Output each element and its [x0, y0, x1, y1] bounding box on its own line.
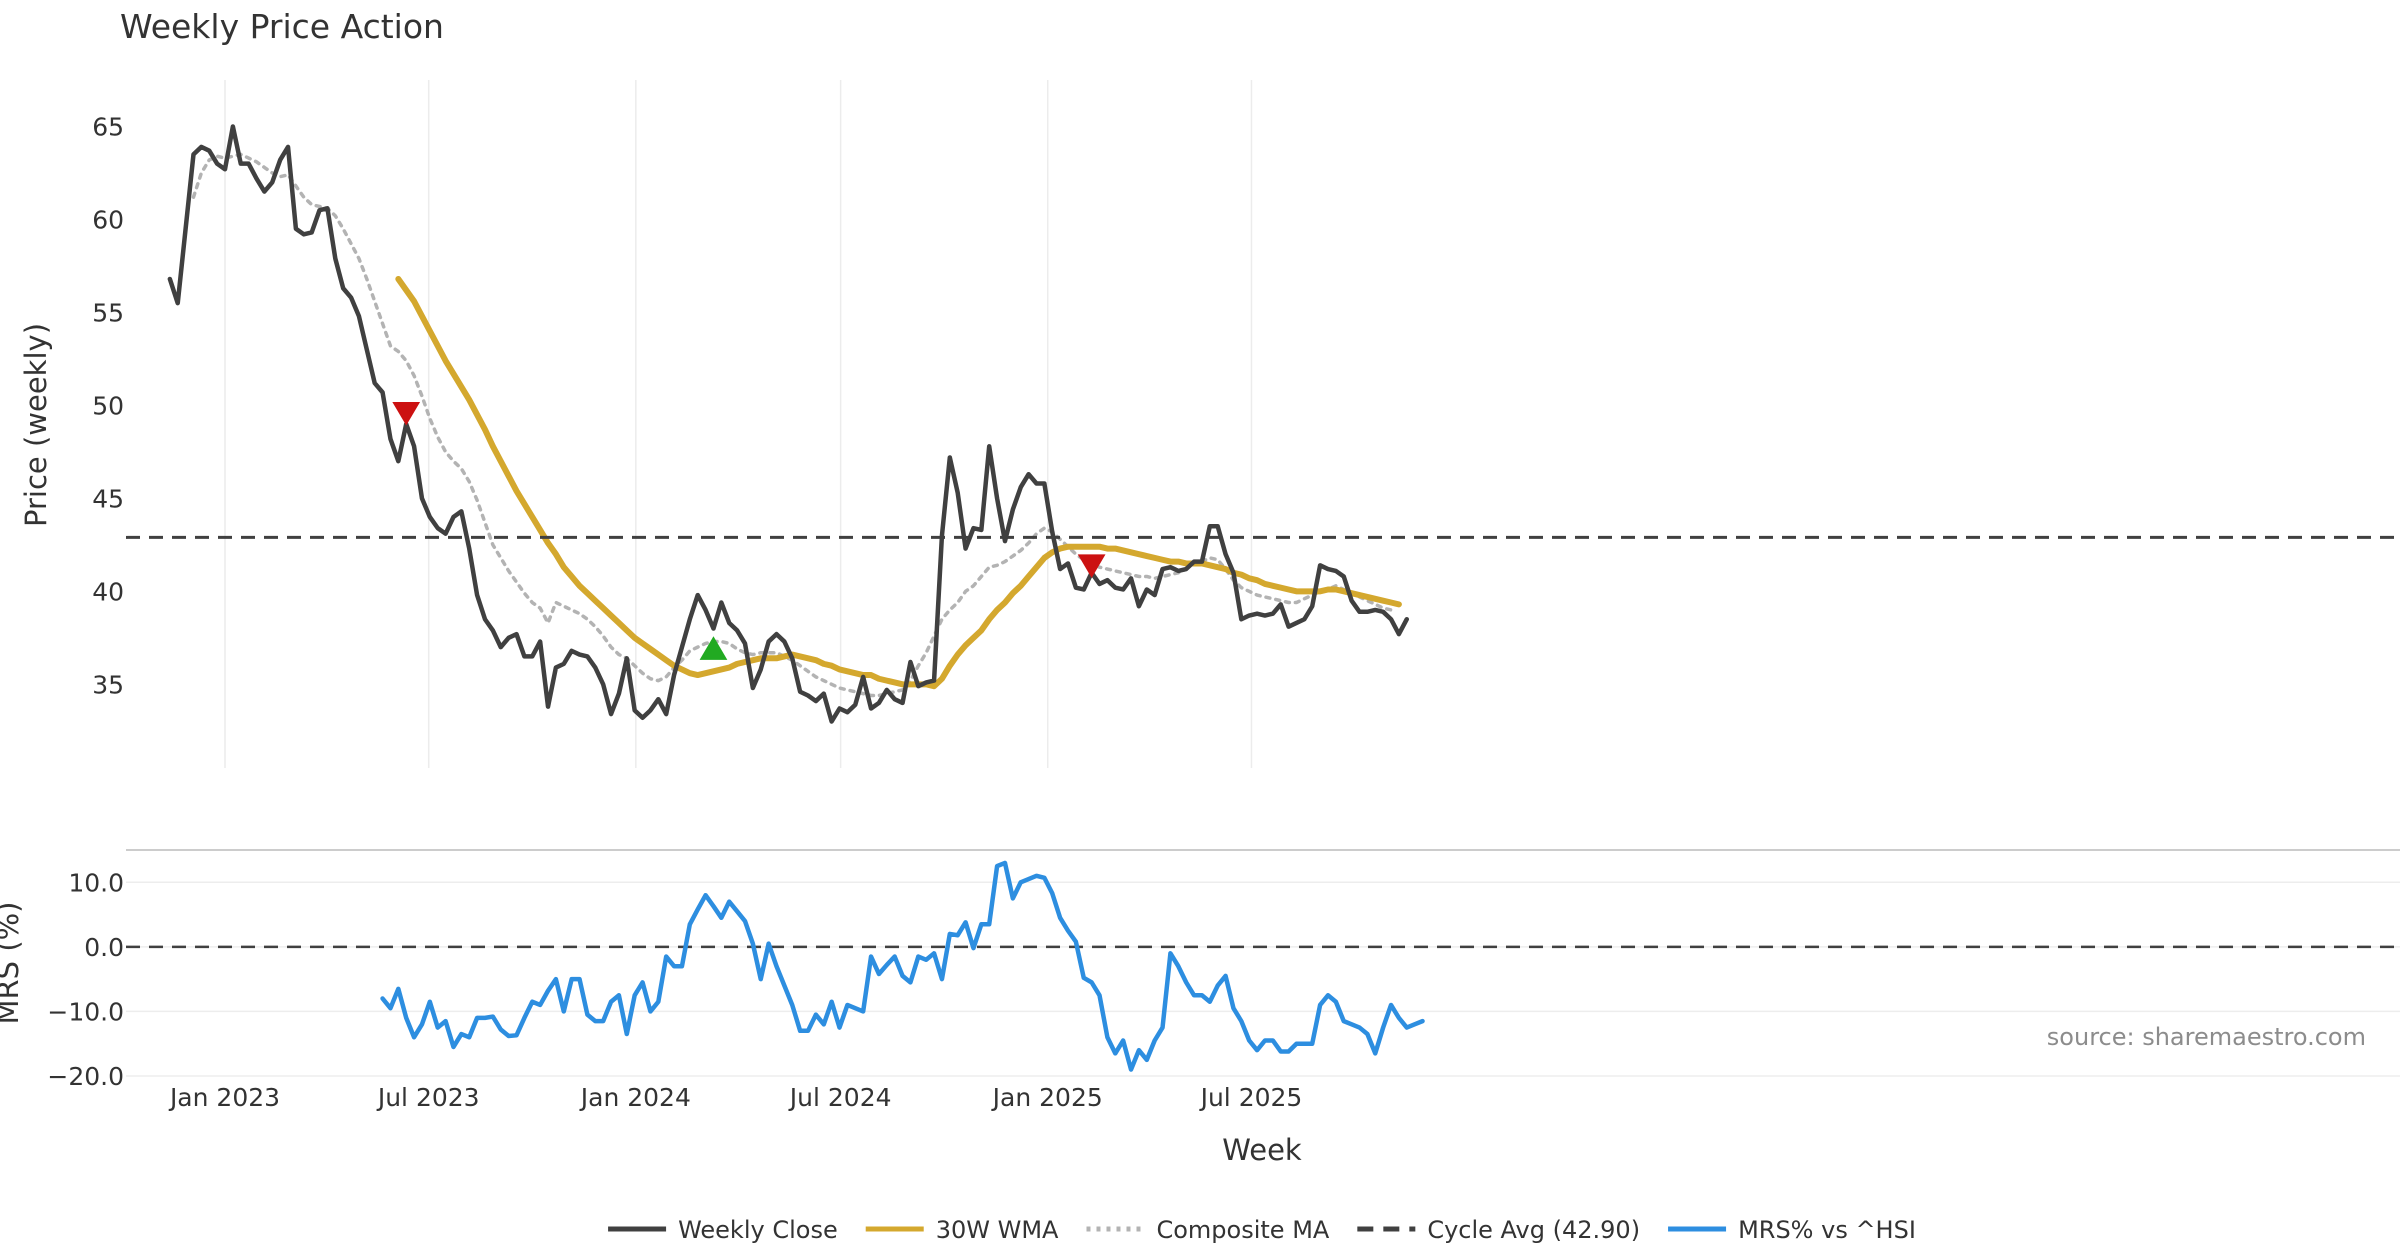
legend-label: Weekly Close — [678, 1216, 838, 1244]
x-axis-label: Week — [1222, 1133, 1302, 1167]
x-tick-label: Jul 2025 — [1199, 1083, 1303, 1112]
legend-label: MRS% vs ^HSI — [1738, 1216, 1916, 1244]
signal-markers — [392, 401, 1106, 660]
x-tick-label: Jan 2023 — [168, 1083, 280, 1112]
price-y-axis-label: Price (weekly) — [19, 323, 53, 527]
weekly-close-line — [167, 124, 1410, 724]
legend-label: Cycle Avg (42.90) — [1427, 1216, 1640, 1244]
composite-ma-line — [191, 152, 1393, 698]
legend-item: Weekly Close — [608, 1216, 838, 1244]
legend-item: 30W WMA — [865, 1216, 1059, 1244]
legend-item: MRS% vs ^HSI — [1668, 1216, 1916, 1244]
buy-signal-marker — [699, 636, 728, 660]
x-tick-label: Jan 2025 — [991, 1083, 1103, 1112]
legend-label: 30W WMA — [936, 1216, 1059, 1244]
mrs-y-axis-label: MRS (%) — [0, 902, 25, 1025]
mrs-y-tick-label: −10.0 — [47, 997, 124, 1026]
mrs-y-tick-label: 0.0 — [84, 933, 124, 962]
mrs-y-tick-label: −20.0 — [47, 1062, 124, 1091]
x-ticks: Jan 2023 Jul 2023 Jan 2024 Jul 2024 Jan 2025… — [168, 1083, 1302, 1112]
x-tick-label: Jul 2023 — [376, 1083, 480, 1112]
price-y-tick-label: 35 — [92, 670, 124, 699]
mrs-series — [126, 860, 2400, 1072]
price-y-tick-label: 45 — [92, 484, 124, 513]
price-y-tick-label: 65 — [92, 112, 124, 141]
chart-title: Weekly Price Action — [120, 7, 444, 46]
sell-signal-marker — [392, 401, 421, 426]
price-grid — [224, 80, 1253, 768]
legend-item: Composite MA — [1086, 1216, 1330, 1244]
x-tick-label: Jan 2024 — [579, 1083, 691, 1112]
price-y-tick-label: 40 — [92, 577, 124, 606]
30w-wma-line — [395, 275, 1402, 690]
legend-item: Cycle Avg (42.90) — [1357, 1216, 1640, 1244]
sell-signal-marker — [1077, 554, 1106, 579]
legend: Weekly Close 30W WMA Composite MA Cycle Avg… — [608, 1216, 1916, 1244]
price-y-ticks: 35 40 45 50 55 60 65 — [92, 112, 124, 699]
mrs-y-ticks: −20.0 −10.0 0.0 10.0 — [47, 868, 124, 1091]
price-y-tick-label: 50 — [92, 391, 124, 420]
price-y-tick-label: 60 — [92, 205, 124, 234]
price-y-tick-label: 55 — [92, 298, 124, 327]
legend-label: Composite MA — [1156, 1216, 1329, 1244]
x-tick-label: Jul 2024 — [788, 1083, 892, 1112]
price-series — [126, 124, 2400, 724]
source-annotation: source: sharemaestro.com — [2047, 1023, 2366, 1051]
mrs-y-tick-label: 10.0 — [68, 868, 124, 897]
mrs-line — [380, 860, 1425, 1072]
